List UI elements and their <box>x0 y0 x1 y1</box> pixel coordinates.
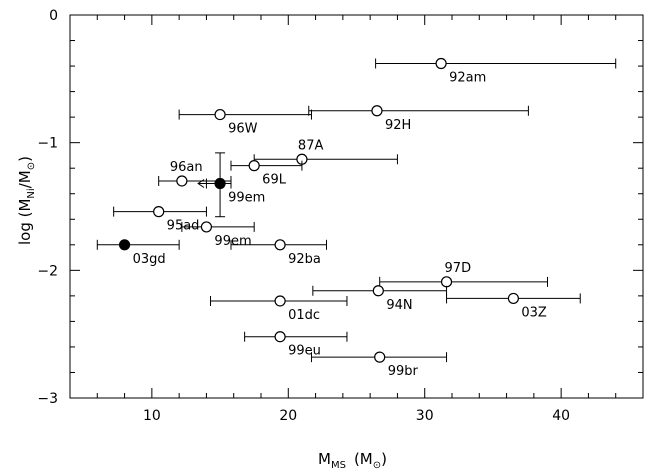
data-point-label: 87A <box>298 138 324 153</box>
data-point-marker <box>274 331 286 343</box>
data-point-marker <box>214 177 226 190</box>
data-series: 92am 96W 92H 87A 69L 96an 99em 95ad 99em 03gd 92ba… <box>96 57 617 379</box>
y-tick-label: 0 <box>49 8 58 24</box>
data-point-label: 92am <box>449 71 486 86</box>
data-point-label: 96W <box>228 122 258 137</box>
data-point-label: 99em <box>228 191 265 206</box>
y-tick-label: −1 <box>37 136 58 152</box>
data-point-marker <box>374 351 386 363</box>
data-point-label: 03gd <box>133 252 166 267</box>
data-point-label: 01dc <box>288 308 320 323</box>
data-point-marker <box>372 285 384 297</box>
data-point-group: 87A <box>253 138 398 165</box>
data-point-marker <box>440 276 453 288</box>
data-point-label: 92ba <box>288 252 321 267</box>
x-tick-label: 40 <box>552 408 570 424</box>
data-point-group: 96W <box>178 108 312 137</box>
data-point-group: 69L <box>230 160 303 188</box>
data-point-group: 94N <box>312 285 448 313</box>
x-tick-label: 30 <box>416 408 434 424</box>
y-tick-label: −2 <box>37 263 58 279</box>
data-point-marker <box>274 295 286 307</box>
data-point-marker <box>200 221 213 233</box>
data-point-label: 96an <box>170 160 203 175</box>
data-point-group: 95ad <box>113 206 207 234</box>
y-tick-label: −3 <box>37 391 58 407</box>
x-axis-label: MMS (M⊙) <box>318 450 387 471</box>
data-point-group: 03Z <box>446 292 581 320</box>
data-point-group: 99em <box>197 152 265 218</box>
data-point-group: 01dc <box>210 295 348 323</box>
axis-ticks: 10 20 30 40 0 −1 −2 −3 <box>37 8 643 424</box>
data-point-group: 97D <box>379 261 548 288</box>
data-point-marker <box>176 175 188 187</box>
data-point-group: 99eu <box>244 331 348 359</box>
data-point-label: 99em <box>214 234 251 249</box>
data-point-label: 99eu <box>288 344 321 359</box>
data-point-marker <box>371 105 383 117</box>
x-tick-label: 10 <box>143 408 161 424</box>
x-tick-label: 20 <box>279 408 297 424</box>
data-point-group: 92ba <box>230 239 327 267</box>
data-point-marker <box>274 239 286 251</box>
data-point-label: 03Z <box>521 305 547 320</box>
data-point-marker <box>248 160 260 172</box>
data-point-label: 69L <box>262 173 287 188</box>
data-point-label: 92H <box>385 118 411 133</box>
plot-frame <box>69 14 644 399</box>
data-point-label: 94N <box>386 298 412 313</box>
data-point-group: 92H <box>308 105 529 133</box>
data-point-marker <box>153 206 165 218</box>
data-point-group: 99br <box>310 351 448 379</box>
data-point-marker <box>507 292 519 305</box>
y-axis-label: log (MNi/M⊙) <box>16 156 37 245</box>
data-point-marker <box>435 57 447 70</box>
data-point-group: 03gd <box>96 239 180 267</box>
data-point-group: 92am <box>375 57 617 86</box>
data-point-marker <box>118 239 131 251</box>
data-point-label: 97D <box>445 261 472 276</box>
data-point-marker <box>214 108 226 121</box>
data-point-label: 95ad <box>167 219 200 234</box>
limit-arrow-head <box>197 179 205 188</box>
data-point-label: 99br <box>388 364 419 379</box>
